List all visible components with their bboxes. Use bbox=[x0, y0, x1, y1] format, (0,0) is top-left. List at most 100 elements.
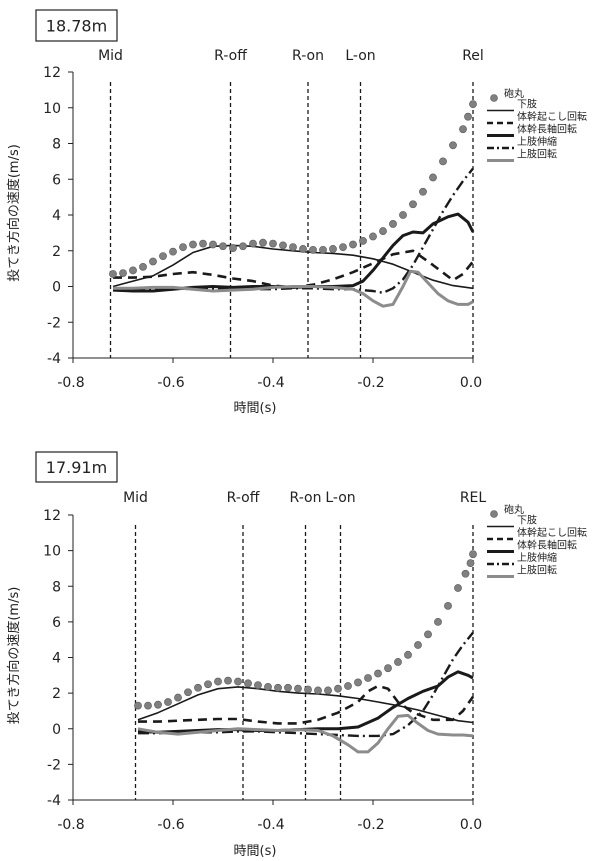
shot-put-point bbox=[144, 701, 152, 710]
chart-title: 18.78m bbox=[46, 17, 107, 36]
shot-put-point bbox=[234, 677, 242, 686]
phase-label: R-off bbox=[227, 490, 260, 506]
legend-label: 体幹起こし回転 bbox=[517, 110, 587, 123]
shot-put-point bbox=[469, 550, 477, 559]
shot-put-point bbox=[174, 693, 182, 702]
shot-put-point bbox=[444, 601, 452, 610]
series-line-thin bbox=[137, 686, 474, 724]
shot-put-point bbox=[314, 686, 322, 695]
legend-marker bbox=[490, 510, 498, 518]
shot-put-point bbox=[279, 241, 287, 250]
shot-put-point bbox=[309, 245, 317, 254]
legend-marker bbox=[490, 94, 498, 102]
shot-put-point bbox=[254, 681, 262, 690]
shot-put-point bbox=[239, 242, 247, 251]
legend-label: 体幹起こし回転 bbox=[517, 526, 587, 539]
legend-label: 体幹長軸回転 bbox=[517, 539, 577, 552]
y-tick-label: 10 bbox=[43, 101, 61, 117]
shot-put-point bbox=[389, 220, 397, 228]
series-line-gray bbox=[137, 713, 474, 754]
shot-put-point bbox=[384, 664, 392, 673]
legend-label: 下肢 bbox=[517, 98, 537, 111]
shot-put-point bbox=[419, 187, 427, 196]
legend-label: 下肢 bbox=[517, 514, 537, 527]
legend-label: 体幹長軸回転 bbox=[517, 123, 577, 136]
y-tick-label: 8 bbox=[52, 137, 61, 153]
y-tick-label: 4 bbox=[52, 208, 61, 224]
shot-put-point bbox=[354, 678, 362, 687]
shot-put-point bbox=[304, 685, 312, 694]
x-tick-label: 0.0 bbox=[460, 375, 482, 391]
shot-put-point bbox=[429, 173, 437, 182]
shot-put-point bbox=[466, 559, 475, 567]
shot-put-point bbox=[274, 683, 282, 692]
shot-put-point bbox=[244, 679, 252, 688]
phase-label: Mid bbox=[123, 490, 148, 506]
phase-label: L-on bbox=[345, 48, 375, 64]
x-tick-label: -0.8 bbox=[57, 817, 84, 833]
phase-label: Mid bbox=[98, 48, 123, 64]
chart-1: 18.78m -4 -2 0 2 4 6 8 10 12 -0.8 -0.6 -0.4 -0.2 0.0 投て… bbox=[6, 9, 587, 416]
shot-put-point bbox=[229, 244, 237, 252]
shot-put-point bbox=[459, 125, 467, 134]
shot-put-point bbox=[294, 684, 302, 693]
series-line-thin bbox=[112, 244, 474, 290]
shot-put-point bbox=[204, 680, 212, 689]
shot-put-point bbox=[214, 677, 222, 686]
shot-put-point bbox=[184, 688, 192, 697]
shot-put-point bbox=[209, 240, 217, 249]
shot-put-point bbox=[284, 683, 292, 692]
shot-put-point bbox=[249, 239, 257, 248]
legend-label: 砲丸 bbox=[504, 87, 524, 100]
phase-label: R-off bbox=[214, 48, 247, 64]
y-tick-label: 8 bbox=[52, 579, 61, 595]
shot-put-point bbox=[119, 269, 127, 277]
shot-put-point bbox=[404, 650, 412, 659]
chart-title: 17.91m bbox=[46, 458, 107, 477]
shot-put-point bbox=[454, 584, 462, 592]
shot-put-point bbox=[394, 658, 402, 666]
shot-put-point bbox=[159, 252, 167, 261]
shot-put-point bbox=[439, 157, 447, 166]
shot-put-point bbox=[449, 141, 457, 150]
shot-put-point bbox=[399, 211, 407, 219]
shot-put-point bbox=[324, 686, 332, 695]
legend-label: 砲丸 bbox=[504, 503, 524, 516]
shot-put-point bbox=[409, 200, 417, 209]
y-tick-label: 6 bbox=[52, 615, 61, 631]
y-tick-label: -4 bbox=[47, 793, 61, 809]
x-tick-label: -0.2 bbox=[357, 375, 384, 391]
x-axis-title: 時間(s) bbox=[234, 844, 277, 859]
shot-put-point bbox=[269, 239, 277, 248]
y-tick-label: 0 bbox=[52, 280, 61, 296]
shot-put-point bbox=[289, 243, 297, 252]
y-tick-label: -2 bbox=[47, 757, 61, 773]
shot-put-point bbox=[134, 701, 142, 710]
chart-title-box bbox=[35, 451, 118, 483]
y-tick-label: 12 bbox=[43, 508, 61, 524]
x-tick-label: 0.0 bbox=[460, 817, 482, 833]
phase-label: REL bbox=[460, 490, 487, 506]
shot-put-point bbox=[339, 243, 347, 252]
shot-put-point bbox=[329, 245, 337, 253]
shot-put-point bbox=[219, 242, 227, 251]
shot-put-point bbox=[194, 683, 202, 692]
shot-put-point bbox=[169, 247, 177, 256]
legend-label: 上肢回転 bbox=[517, 148, 557, 161]
shot-put-point bbox=[199, 239, 207, 248]
shot-put-point bbox=[264, 682, 272, 691]
shot-put-point bbox=[374, 669, 382, 678]
y-axis-title: 投てき方向の速度(m/s) bbox=[6, 144, 22, 282]
x-tick-label: -0.2 bbox=[357, 817, 384, 833]
shot-put-point bbox=[349, 240, 357, 249]
series-shot-put bbox=[134, 550, 477, 710]
shot-put-point bbox=[224, 676, 232, 685]
y-axis-title: 投てき方向の速度(m/s) bbox=[6, 587, 22, 725]
legend-label: 上肢伸縮 bbox=[517, 551, 557, 564]
y-tick-label: 0 bbox=[52, 722, 61, 738]
shot-put-point bbox=[139, 262, 147, 271]
shot-put-point bbox=[434, 617, 442, 626]
shot-put-point bbox=[259, 238, 267, 247]
